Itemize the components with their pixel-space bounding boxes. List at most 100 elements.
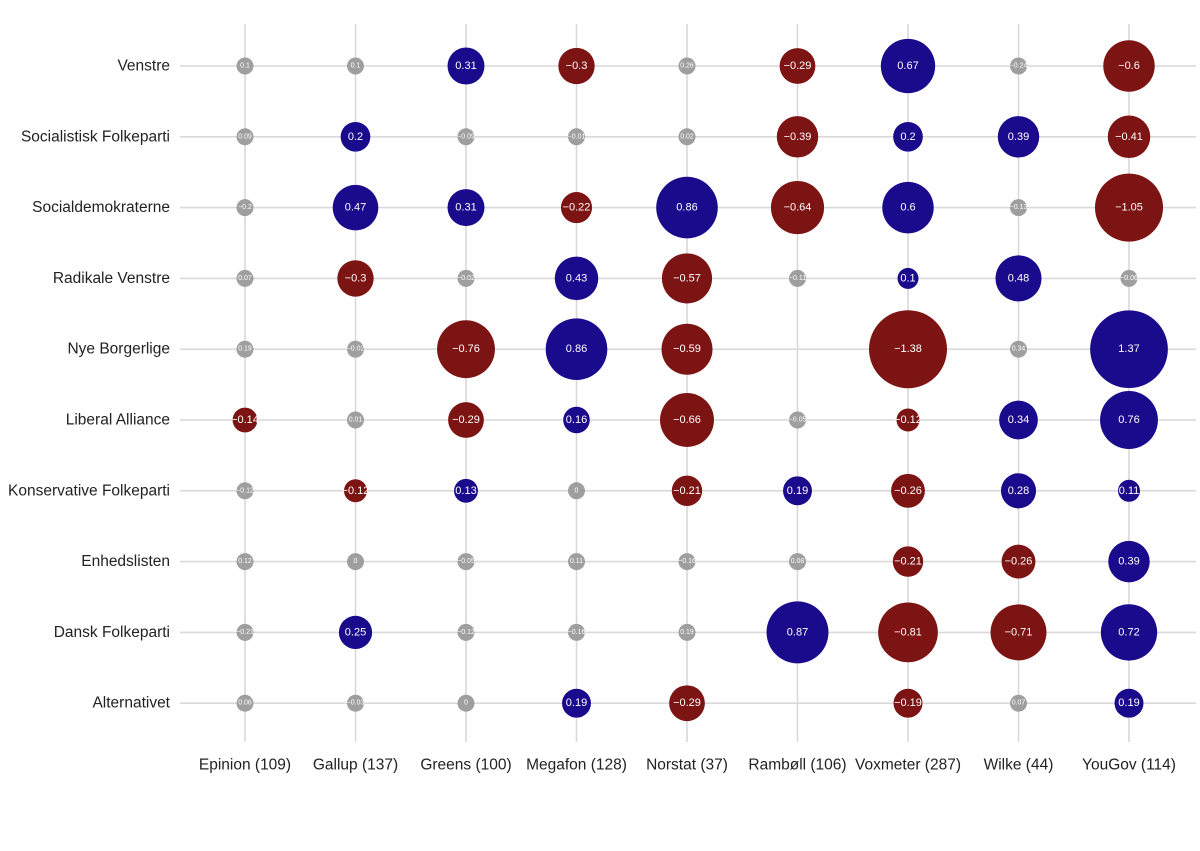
bubble-significant	[338, 615, 373, 650]
bubble-value-label: 0.87	[787, 626, 808, 638]
bubble-significant	[770, 181, 825, 235]
bubble-insignificant	[1120, 269, 1138, 287]
y-tick-label: Alternativet	[92, 695, 170, 712]
bubble-value-label: 0.07	[1012, 700, 1026, 707]
bubble-significant	[779, 48, 816, 84]
bubble-value-label: −0.64	[784, 202, 812, 214]
bubble-value-label: 0.2	[900, 131, 915, 143]
bubble-value-label: −1.38	[894, 343, 922, 355]
y-tick-label: Nye Borgerlige	[67, 341, 170, 358]
bubble-insignificant	[347, 553, 364, 571]
bubble-value-label: −0.29	[452, 414, 480, 426]
bubble-value-label: −0.59	[673, 343, 701, 355]
bubble-insignificant	[457, 694, 475, 712]
bubble-value-label: 0.19	[680, 629, 694, 636]
bubble-significant	[783, 476, 812, 506]
x-tick-label: Megafon (128)	[526, 757, 627, 774]
bubble-significant	[437, 320, 495, 379]
bubble-value-label: −0.2	[238, 204, 252, 211]
y-tick-label: Dansk Folkeparti	[54, 624, 170, 641]
bubble-significant	[990, 604, 1047, 661]
y-tick-label: Enhedslisten	[81, 553, 170, 570]
bubble-significant	[1108, 540, 1150, 583]
bubble-significant	[1107, 115, 1151, 159]
bubble-significant	[660, 393, 714, 447]
bubble-insignificant	[457, 623, 475, 641]
bubble-insignificant	[789, 553, 806, 571]
y-tick-label: Socialdemokraterne	[32, 199, 170, 216]
bubble-value-label: −0.05	[457, 558, 475, 565]
bubble-significant	[995, 255, 1042, 302]
bubble-value-label: 1.37	[1118, 343, 1139, 355]
bubble-value-label: −0.16	[568, 629, 586, 636]
bubble-significant	[344, 479, 367, 503]
bubble-significant	[1094, 173, 1164, 242]
bubble-insignificant	[236, 694, 254, 712]
bubble-insignificant	[789, 269, 806, 287]
bubble-value-label: 0.39	[1118, 556, 1139, 568]
bubble-value-label: −0.29	[784, 60, 812, 72]
bubble-value-label: 0.12	[238, 558, 252, 565]
bubble-value-label: 0.47	[345, 202, 366, 214]
bubble-value-label: 0.43	[566, 272, 587, 284]
bubble-significant	[560, 192, 593, 224]
bubble-insignificant	[1010, 694, 1027, 712]
bubble-insignificant	[457, 553, 475, 571]
bubble-significant	[661, 253, 713, 304]
bubble-value-label: −0.81	[894, 626, 922, 638]
bubble-insignificant	[678, 128, 696, 146]
bubble-significant	[896, 408, 920, 432]
bubble-value-label: 0.86	[566, 343, 587, 355]
bubble-insignificant	[347, 57, 364, 75]
bubble-value-label: 0.1	[240, 63, 250, 70]
bubble-value-label: 0	[464, 700, 468, 707]
bubble-value-label: −0.12	[457, 629, 475, 636]
bubble-value-label: −0.39	[784, 131, 812, 143]
bubble-value-label: −0.02	[457, 275, 475, 282]
bubble-significant	[893, 688, 923, 718]
bubble-insignificant	[457, 128, 475, 146]
bubble-significant	[661, 323, 713, 375]
bubble-significant	[893, 121, 923, 152]
bubble-value-label: 0	[354, 558, 358, 565]
bubble-value-label: 0.34	[1012, 346, 1026, 353]
bubble-significant	[869, 310, 947, 389]
bubble-value-label: −0.3	[345, 272, 367, 284]
bubble-value-label: 0	[575, 487, 579, 494]
x-tick-label: Voxmeter (287)	[855, 757, 961, 774]
bubble-insignificant	[236, 553, 254, 571]
bubble-significant	[1000, 473, 1037, 509]
bubble-value-label: 0.19	[787, 485, 808, 497]
bubble-value-label: 0.1	[351, 63, 361, 70]
bubble-significant	[1103, 40, 1155, 92]
bubble-value-label: −0.06	[1120, 275, 1138, 282]
bubble-insignificant	[347, 411, 364, 429]
bubble-value-label: −0.24	[1010, 63, 1028, 70]
y-tick-label: Liberal Alliance	[66, 412, 170, 429]
bubble-insignificant	[568, 128, 585, 146]
bubble-value-label: 0.19	[566, 697, 587, 709]
bubble-significant	[882, 181, 934, 234]
bubble-value-label: −0.12	[236, 487, 254, 494]
bubble-insignificant	[236, 128, 254, 146]
bubble-significant	[1100, 604, 1158, 661]
bubble-value-label: 0.06	[238, 700, 252, 707]
bubble-significant	[999, 400, 1038, 440]
x-tick-label: YouGov (114)	[1082, 757, 1176, 774]
bubble-significant	[897, 267, 919, 289]
bubble-value-label: −0.26	[894, 485, 922, 497]
bubble-value-label: −0.57	[673, 272, 701, 284]
bubble-value-label: −0.21	[673, 485, 701, 497]
bubble-significant	[671, 475, 703, 507]
bubble-value-label: −0.19	[894, 697, 922, 709]
bubble-value-label: 0.31	[455, 202, 476, 214]
bubble-significant	[447, 189, 485, 227]
bubble-significant	[558, 47, 595, 85]
bubble-insignificant	[1010, 340, 1027, 358]
bubble-value-label: −0.16	[678, 558, 696, 565]
y-tick-label: Konservative Folkeparti	[8, 482, 170, 499]
bubble-value-label: −0.66	[673, 414, 701, 426]
bubble-value-label: 0.09	[238, 133, 252, 140]
bubble-significant	[656, 176, 718, 239]
